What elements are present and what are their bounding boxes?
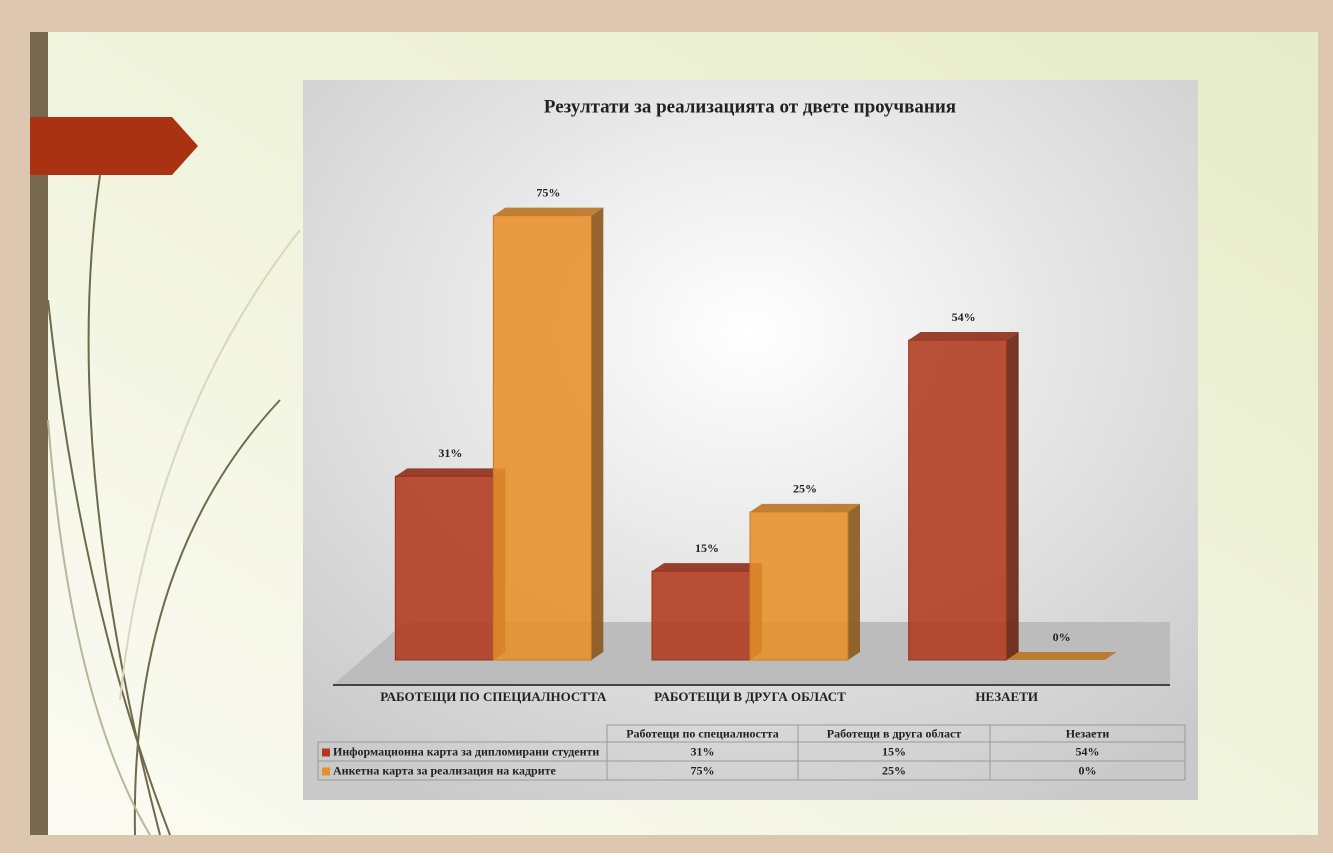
data-label: 54% xyxy=(952,310,976,324)
bar-side xyxy=(848,504,860,660)
x-tick-label: РАБОТЕЩИ В ДРУГА ОБЛАСТ xyxy=(654,689,846,704)
table-cell: 31% xyxy=(691,744,715,758)
bar xyxy=(750,512,848,660)
data-label: 15% xyxy=(695,541,719,555)
arrow-banner xyxy=(30,117,198,175)
bar-top xyxy=(395,468,505,476)
table-header: Работещи по специалността xyxy=(626,726,779,740)
bar-side xyxy=(1007,332,1019,660)
bar-top xyxy=(750,504,860,512)
legend-key xyxy=(322,749,330,757)
table-header: Незаети xyxy=(1066,726,1110,740)
table-cell: 54% xyxy=(1076,744,1100,758)
table-cell: 75% xyxy=(691,763,715,777)
x-tick-label: РАБОТЕЩИ ПО СПЕЦИАЛНОСТТА xyxy=(380,689,607,704)
table-cell: 0% xyxy=(1079,763,1097,777)
bar-top xyxy=(1007,652,1117,660)
bar xyxy=(652,571,750,660)
legend-key xyxy=(322,768,330,776)
data-label: 31% xyxy=(438,446,462,460)
table-cell: 25% xyxy=(882,763,906,777)
bar-top xyxy=(652,563,762,571)
bar-side xyxy=(591,208,603,660)
table-header: Работещи в друга област xyxy=(827,726,962,740)
legend-label: Информационна карта за дипломирани студе… xyxy=(333,744,599,758)
data-label: 25% xyxy=(793,482,817,496)
x-tick-label: НЕЗАЕТИ xyxy=(975,689,1038,704)
legend-label: Анкетна карта за реализация на кадрите xyxy=(333,763,557,777)
table-cell: 15% xyxy=(882,744,906,758)
chart-title: Резултати за реализацията от двете проуч… xyxy=(544,96,956,117)
data-label: 0% xyxy=(1053,630,1071,644)
data-label: 75% xyxy=(536,185,560,199)
bar-top xyxy=(909,332,1019,340)
bar xyxy=(493,216,591,660)
bar xyxy=(395,476,493,660)
slide: Резултати за реализацията от двете проуч… xyxy=(0,0,1333,853)
bar xyxy=(909,340,1007,660)
bar-top xyxy=(493,208,603,216)
